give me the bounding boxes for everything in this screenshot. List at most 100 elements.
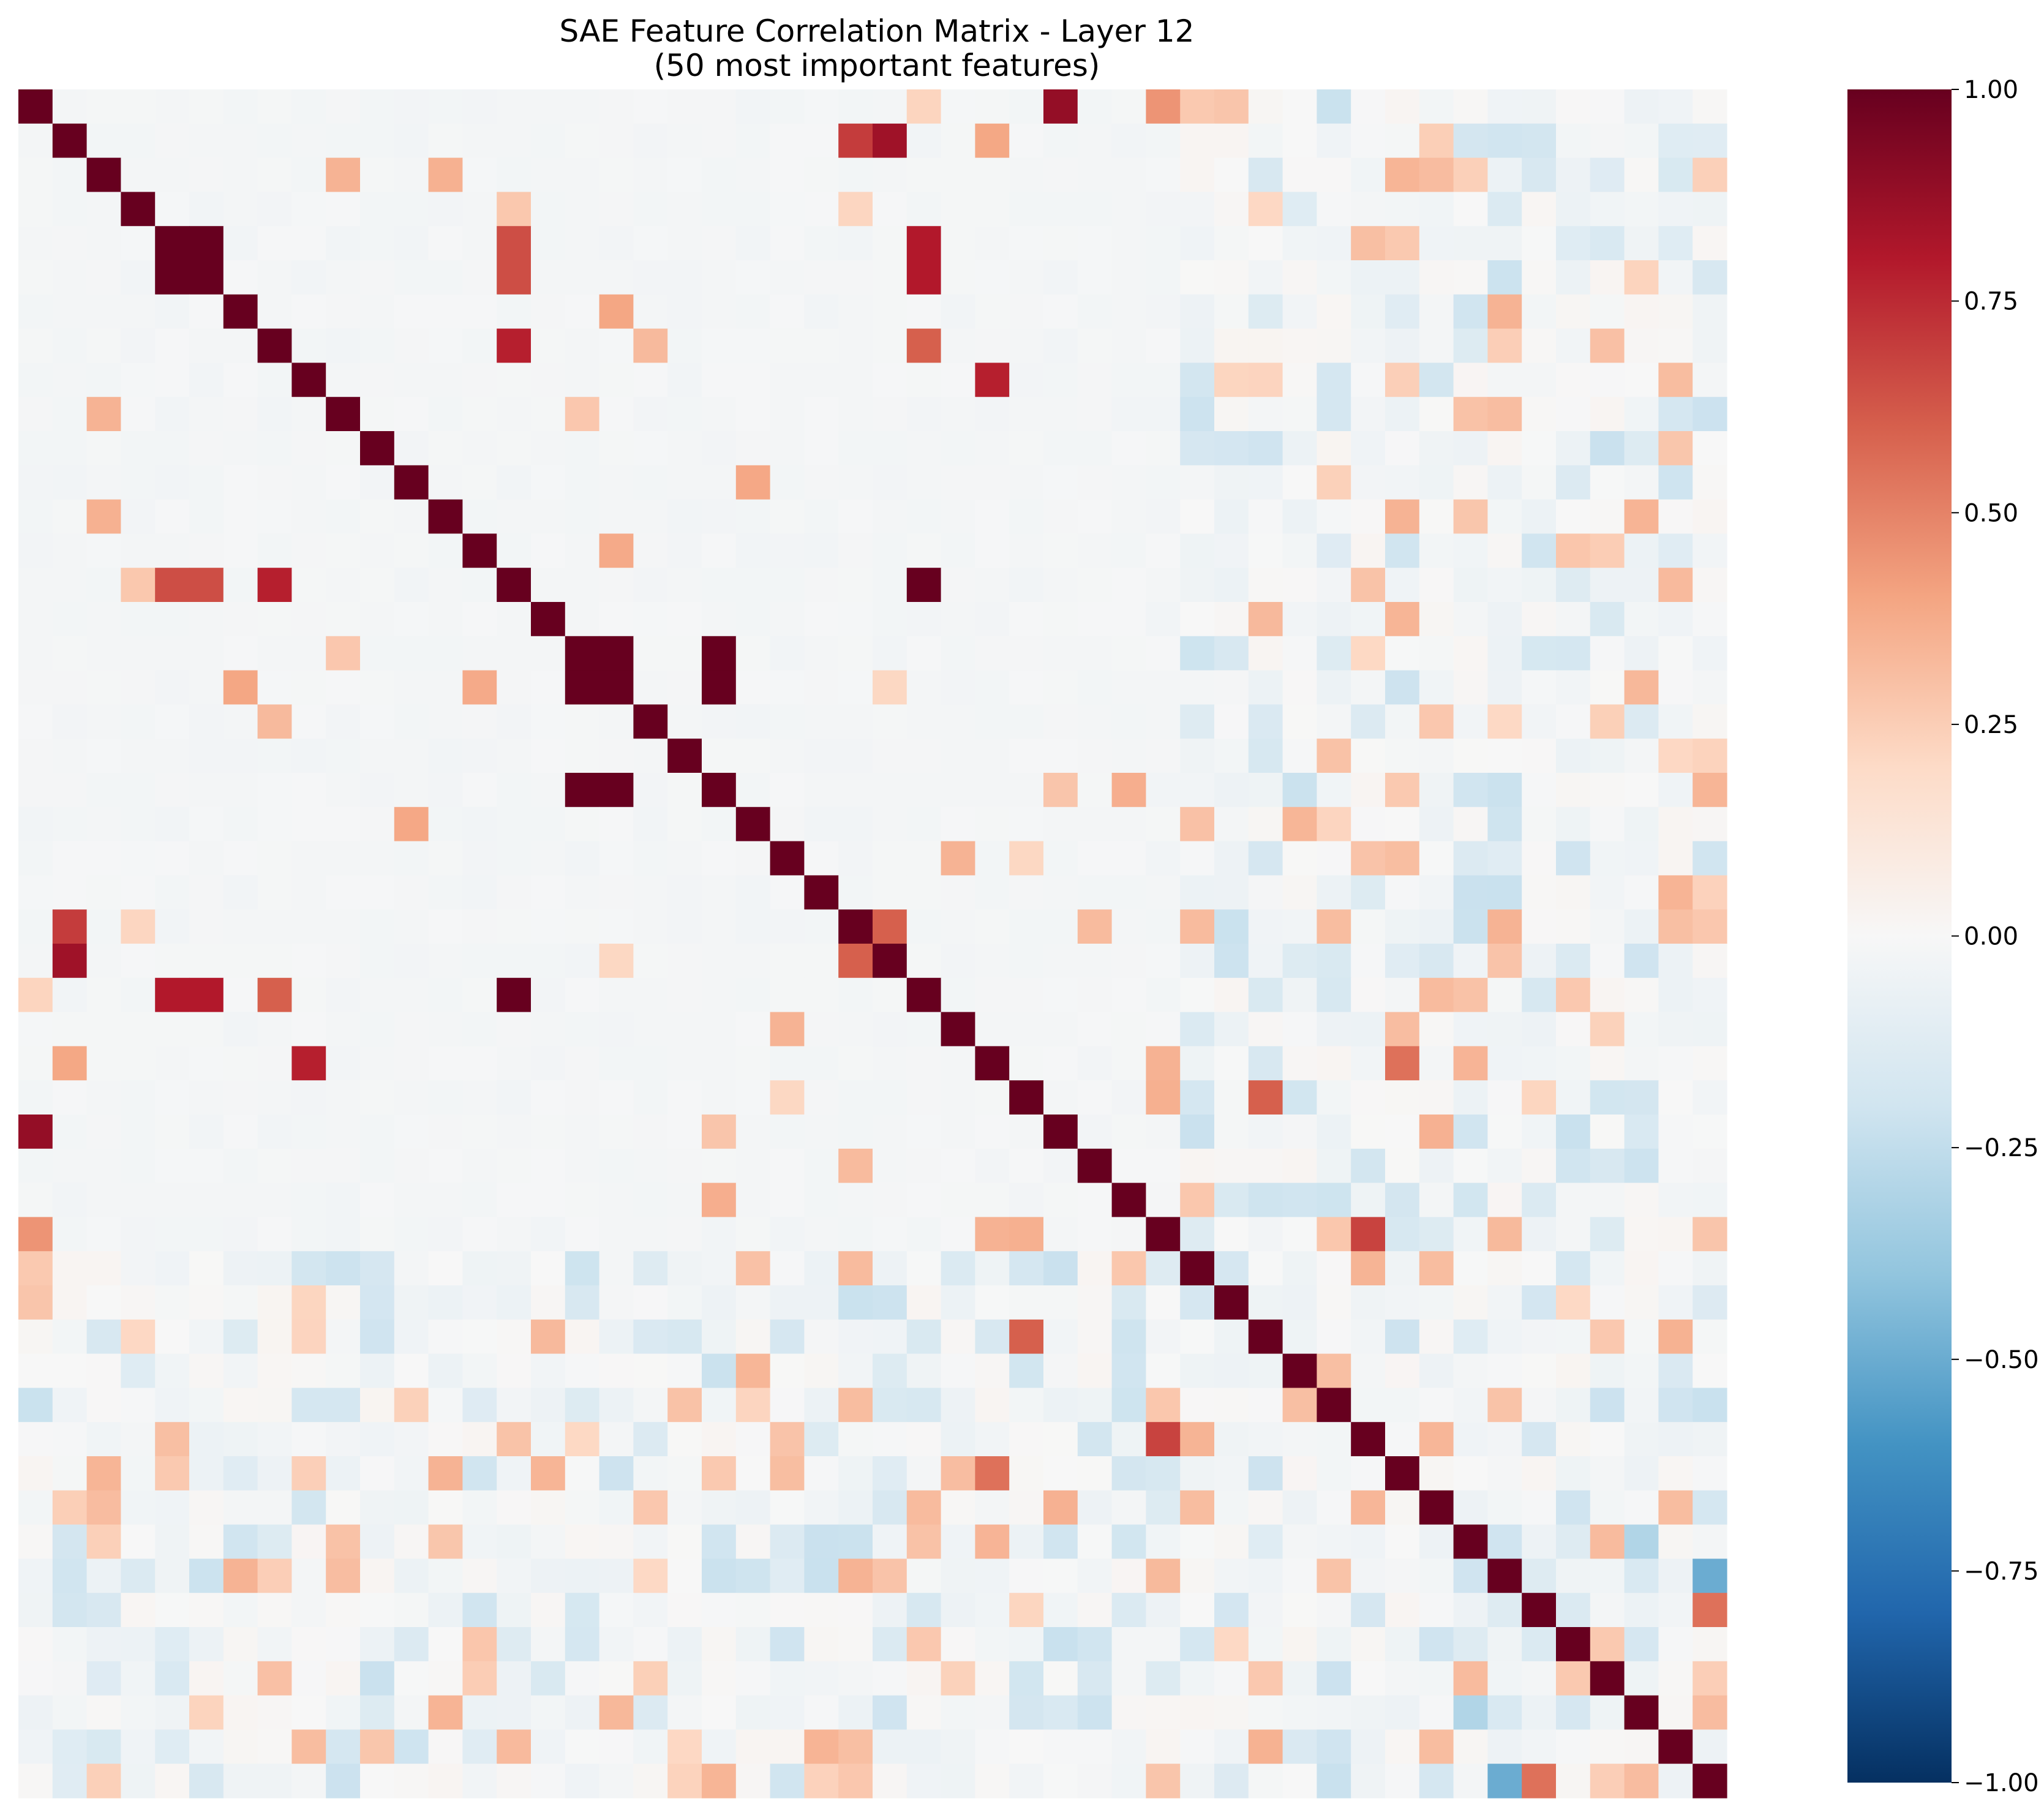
heatmap-cell — [838, 1558, 873, 1593]
heatmap-cell — [1590, 1353, 1625, 1388]
heatmap-cell — [599, 1217, 634, 1252]
heatmap-cell — [462, 157, 497, 192]
heatmap-cell — [1693, 704, 1727, 739]
heatmap-cell — [1248, 977, 1283, 1013]
heatmap-cell — [1214, 1558, 1249, 1593]
heatmap-cell — [735, 1456, 771, 1491]
heatmap-cell — [155, 1593, 190, 1628]
heatmap-cell — [1487, 260, 1522, 295]
heatmap-cell — [223, 1251, 258, 1286]
heatmap-cell — [1693, 533, 1727, 568]
heatmap-cell — [428, 123, 463, 159]
heatmap-cell — [1693, 1593, 1727, 1628]
heatmap-cell — [804, 499, 839, 534]
heatmap-cell — [838, 875, 873, 910]
heatmap-cell — [1590, 568, 1625, 603]
heatmap-cell — [906, 328, 942, 363]
heatmap-cell — [1146, 602, 1181, 637]
heatmap-cell — [804, 1729, 839, 1764]
heatmap-cell — [633, 157, 668, 192]
heatmap-cell — [462, 1148, 497, 1184]
heatmap-cell — [462, 875, 497, 910]
heatmap-cell — [394, 397, 429, 432]
heatmap-cell — [394, 773, 429, 808]
heatmap-cell — [223, 1182, 258, 1217]
heatmap-cell — [360, 1217, 395, 1252]
heatmap-cell — [1693, 670, 1727, 705]
heatmap-cell — [838, 1661, 873, 1696]
heatmap-cell — [735, 670, 771, 705]
heatmap-cell — [531, 806, 566, 842]
heatmap-cell — [326, 123, 361, 159]
heatmap-cell — [1009, 431, 1044, 466]
heatmap-cell — [223, 670, 258, 705]
heatmap-cell — [1658, 704, 1693, 739]
heatmap-cell — [1351, 1729, 1386, 1764]
heatmap-cell — [1180, 192, 1215, 227]
heatmap-cell — [360, 670, 395, 705]
heatmap-cell — [497, 1046, 532, 1081]
heatmap-cell — [599, 944, 634, 979]
heatmap-cell — [1487, 568, 1522, 603]
heatmap-cell — [1624, 533, 1659, 568]
heatmap-cell — [121, 1764, 156, 1799]
heatmap-cell — [1317, 123, 1351, 159]
heatmap-cell — [1487, 1046, 1522, 1081]
heatmap-cell — [1043, 431, 1078, 466]
heatmap-cell — [1556, 89, 1591, 124]
heatmap-cell — [1453, 602, 1488, 637]
heatmap-cell — [462, 192, 497, 227]
heatmap-cell — [1214, 1080, 1249, 1115]
heatmap-cell — [838, 294, 873, 329]
heatmap-cell — [975, 1319, 1010, 1355]
heatmap-cell — [1146, 499, 1181, 534]
heatmap-cell — [1522, 704, 1557, 739]
heatmap-cell — [1487, 1558, 1522, 1593]
heatmap-cell — [906, 704, 942, 739]
heatmap-cell — [223, 636, 258, 671]
heatmap-cell — [838, 1182, 873, 1217]
heatmap-cell — [1658, 1729, 1693, 1764]
heatmap-cell — [1487, 944, 1522, 979]
heatmap-cell — [1077, 157, 1113, 192]
heatmap-cell — [1693, 1695, 1727, 1730]
heatmap-cell — [838, 1695, 873, 1730]
heatmap-cell — [667, 397, 702, 432]
heatmap-cell — [633, 1251, 668, 1286]
heatmap-cell — [1111, 1524, 1146, 1559]
heatmap-cell — [291, 1012, 326, 1047]
heatmap-cell — [702, 157, 737, 192]
heatmap-cell — [667, 1422, 702, 1457]
heatmap-cell — [735, 875, 771, 910]
heatmap-cell — [121, 1285, 156, 1320]
heatmap-cell — [1111, 465, 1146, 500]
heatmap-cell — [1556, 1524, 1591, 1559]
heatmap-cell — [360, 1182, 395, 1217]
heatmap-cell — [1522, 1729, 1557, 1764]
heatmap-cell — [257, 1490, 292, 1525]
heatmap-cell — [257, 294, 292, 329]
heatmap-cell — [155, 909, 190, 944]
heatmap-cell — [189, 1353, 224, 1388]
heatmap-cell — [121, 977, 156, 1013]
heatmap-cell — [257, 944, 292, 979]
heatmap-cell — [975, 602, 1010, 637]
heatmap-cell — [497, 841, 532, 876]
heatmap-cell — [1419, 602, 1454, 637]
heatmap-cell — [873, 602, 907, 637]
heatmap-cell — [702, 397, 737, 432]
heatmap-cell — [667, 636, 702, 671]
heatmap-cell — [1658, 397, 1693, 432]
heatmap-cell — [1522, 806, 1557, 842]
heatmap-cell — [633, 226, 668, 261]
heatmap-cell — [189, 636, 224, 671]
heatmap-cell — [975, 157, 1010, 192]
heatmap-cell — [121, 294, 156, 329]
heatmap-cell — [1180, 226, 1215, 261]
heatmap-cell — [1453, 465, 1488, 500]
heatmap-cell — [599, 1524, 634, 1559]
heatmap-cell — [804, 875, 839, 910]
heatmap-cell — [1214, 1285, 1249, 1320]
heatmap-cell — [1419, 499, 1454, 534]
heatmap-cell — [906, 157, 942, 192]
